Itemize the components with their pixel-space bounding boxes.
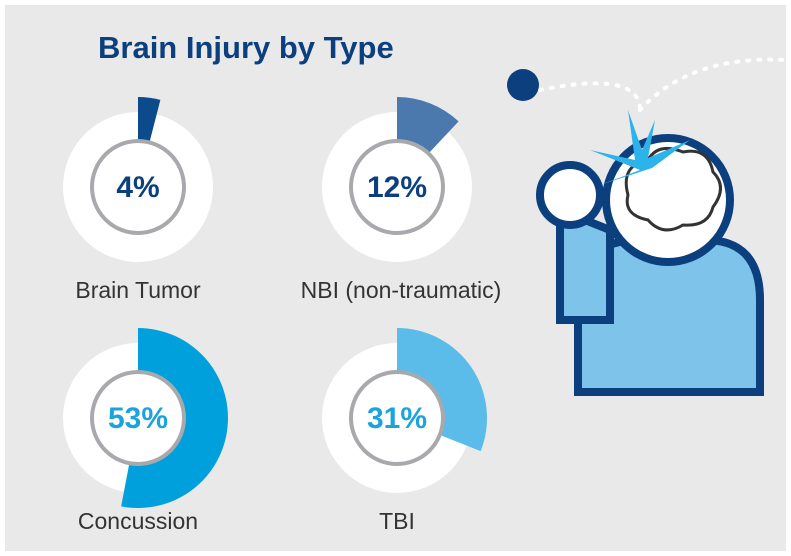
illustration bbox=[507, 57, 788, 396]
chart-title: Brain Injury by Type bbox=[98, 30, 394, 65]
donut-hole bbox=[90, 139, 186, 235]
donut-hole bbox=[349, 370, 445, 466]
value-label: 53% bbox=[108, 402, 168, 435]
hand bbox=[536, 161, 604, 229]
donut-hole bbox=[349, 139, 445, 235]
category-label: Brain Tumor bbox=[75, 277, 201, 303]
category-label: NBI (non-traumatic) bbox=[301, 277, 502, 303]
category-label: TBI bbox=[379, 508, 415, 534]
value-label: 4% bbox=[116, 171, 159, 204]
donut-hole bbox=[90, 370, 186, 466]
value-label: 31% bbox=[367, 402, 427, 435]
value-label: 12% bbox=[367, 171, 427, 204]
ball bbox=[507, 69, 539, 101]
arm bbox=[556, 204, 614, 324]
dotted-path bbox=[538, 81, 642, 112]
spark bbox=[590, 110, 690, 185]
category-label: Concussion bbox=[78, 508, 198, 534]
